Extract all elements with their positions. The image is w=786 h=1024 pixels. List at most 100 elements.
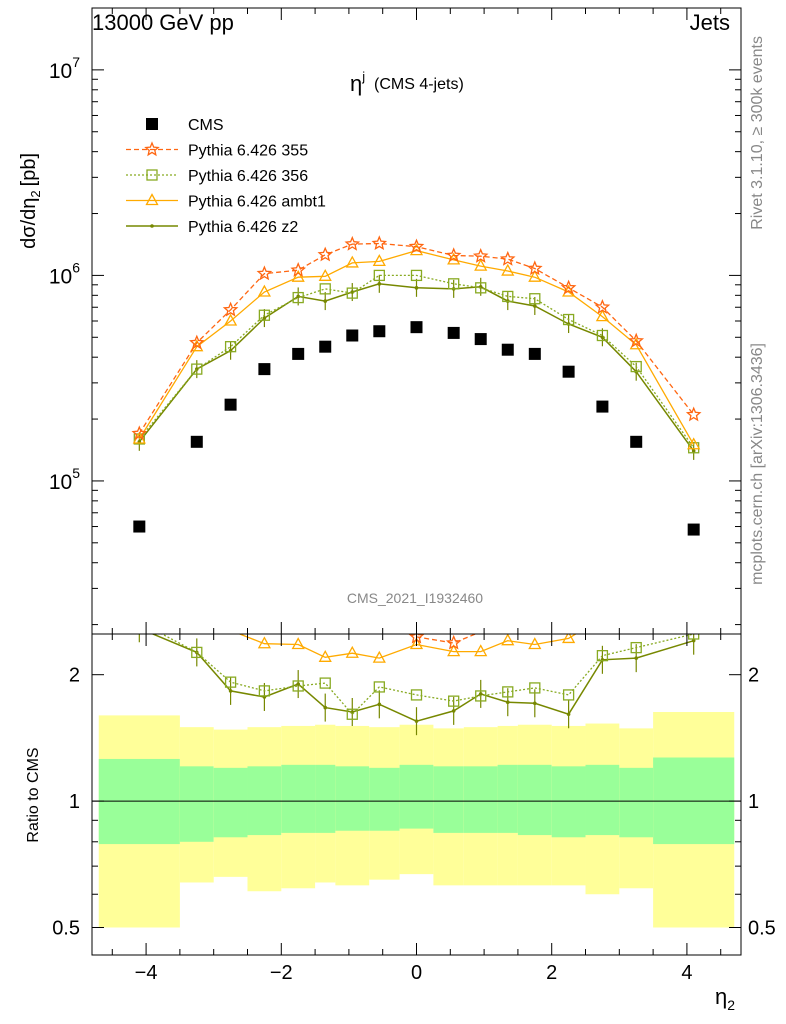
band-inner-bin xyxy=(399,764,434,829)
point-pythia-355 xyxy=(628,332,645,348)
point-pythia-355 xyxy=(472,248,489,263)
point-pythia-356 xyxy=(224,341,237,353)
point-pythia-356 xyxy=(191,363,203,375)
ratio-y-tick-label: 2 xyxy=(69,665,80,687)
point-pythia-ambt1 xyxy=(474,644,488,657)
point-pythia-z2 xyxy=(533,701,537,706)
point-pythia-355 xyxy=(222,301,239,317)
point-pythia-355 xyxy=(445,247,462,263)
main-ylabel-sub: 2 xyxy=(28,190,43,197)
point-pythia-356 xyxy=(373,681,385,693)
point-pythia-356 xyxy=(630,641,642,654)
point-pythia-356 xyxy=(448,278,460,290)
point-pythia-356 xyxy=(475,690,487,702)
main-y-tick-exp: 6 xyxy=(72,259,80,275)
point-pythia-z2 xyxy=(451,709,456,713)
main-series-p356 xyxy=(133,269,700,454)
point-cms xyxy=(687,523,700,536)
main-y-tick-base: 10 xyxy=(49,471,72,494)
point-pythia-356 xyxy=(292,680,304,692)
legend-item-p355: Pythia 6.426 355 xyxy=(126,141,308,160)
point-pythia-355 xyxy=(685,406,702,422)
legend: CMS Pythia 6.426 355 Pythia 6.426 356 Pythi… xyxy=(126,117,326,236)
point-pythia-356 xyxy=(448,695,460,707)
point-cms xyxy=(319,340,332,353)
point-pythia-ambt1 xyxy=(372,254,386,267)
point-pythia-355 xyxy=(445,634,462,650)
watermark: CMS_2021_I1932460 xyxy=(347,590,483,606)
point-pythia-z2 xyxy=(150,224,154,228)
x-tick-label: 4 xyxy=(681,962,692,984)
point-pythia-z2 xyxy=(228,689,233,693)
point-pythia-356 xyxy=(596,329,609,342)
legend-label-ambt1: Pythia 6.426 ambt1 xyxy=(188,194,326,211)
ratio-series-clipped-z2 xyxy=(138,634,696,736)
ratio-bands xyxy=(92,711,741,928)
point-pythia-355 xyxy=(317,246,333,262)
x-axis-label-text: η xyxy=(715,984,727,1009)
point-cms xyxy=(447,326,460,339)
x-axis-label-sub: 2 xyxy=(727,997,735,1013)
point-pythia-z2 xyxy=(600,335,605,340)
point-pythia-356 xyxy=(410,269,423,282)
point-pythia-355 xyxy=(344,235,361,251)
ratio-y-tick-label-right: 1 xyxy=(748,791,759,813)
point-pythia-z2 xyxy=(296,682,300,686)
main-series-p355 xyxy=(131,235,702,441)
point-pythia-ambt1 xyxy=(257,284,271,297)
point-pythia-356 xyxy=(191,646,203,659)
series-line-ambt1 xyxy=(138,249,695,446)
point-pythia-ambt1 xyxy=(372,650,386,663)
point-pythia-ambt1 xyxy=(291,269,305,282)
point-pythia-356 xyxy=(319,283,331,295)
ratio-y-tick-label-right: 2 xyxy=(748,665,759,687)
point-pythia-z2 xyxy=(350,290,355,294)
point-pythia-z2 xyxy=(566,712,571,717)
main-y-tick-base: 10 xyxy=(49,60,72,83)
x-axis-label: η2 xyxy=(715,984,735,1013)
point-pythia-ambt1 xyxy=(223,313,238,326)
ratio-series xyxy=(138,634,700,736)
point-pythia-ambt1 xyxy=(345,255,359,268)
point-pythia-356 xyxy=(258,309,271,321)
main-ylabel-unit: [pb] xyxy=(18,153,40,186)
main-series-cms xyxy=(133,321,700,536)
band-inner-bin xyxy=(369,767,400,831)
point-pythia-ambt1 xyxy=(257,636,271,649)
point-pythia-356 xyxy=(346,287,358,299)
point-pythia-356 xyxy=(688,634,700,640)
series-line-p356 xyxy=(138,274,695,449)
svg-text:ηj: ηj xyxy=(350,69,365,96)
band-inner-bin xyxy=(497,764,518,833)
point-pythia-z2 xyxy=(691,449,696,453)
point-cms xyxy=(258,363,271,376)
point-pythia-ambt1 xyxy=(528,637,542,650)
point-pythia-z2 xyxy=(505,700,510,704)
point-cms xyxy=(133,520,146,533)
band-inner-bin xyxy=(585,764,620,836)
legend-item-ambt1: Pythia 6.426 ambt1 xyxy=(126,193,326,211)
point-pythia-z2 xyxy=(691,638,696,643)
legend-label-p356: Pythia 6.426 356 xyxy=(188,168,308,185)
point-pythia-ambt1 xyxy=(501,634,515,646)
ratio-y-tick-label: 0.5 xyxy=(52,917,80,939)
point-cms xyxy=(373,325,386,338)
point-pythia-356 xyxy=(475,282,487,294)
point-cms xyxy=(190,435,203,448)
main-y-tick-exp: 7 xyxy=(72,54,80,70)
legend-item-cms: CMS xyxy=(146,117,224,134)
series-line-p355 xyxy=(138,242,695,434)
x-tick-label: 2 xyxy=(546,962,557,984)
point-pythia-356 xyxy=(502,290,514,303)
point-pythia-ambt1 xyxy=(447,644,461,657)
header-right: Jets xyxy=(690,10,730,35)
point-pythia-356 xyxy=(562,689,575,701)
point-pythia-355 xyxy=(408,238,425,254)
x-tick-label: −2 xyxy=(270,962,293,984)
point-pythia-356 xyxy=(224,676,237,688)
point-pythia-355 xyxy=(256,265,273,281)
point-pythia-355 xyxy=(189,334,205,350)
point-pythia-355 xyxy=(131,425,148,441)
point-pythia-356 xyxy=(373,269,385,282)
main-frame xyxy=(91,7,742,635)
